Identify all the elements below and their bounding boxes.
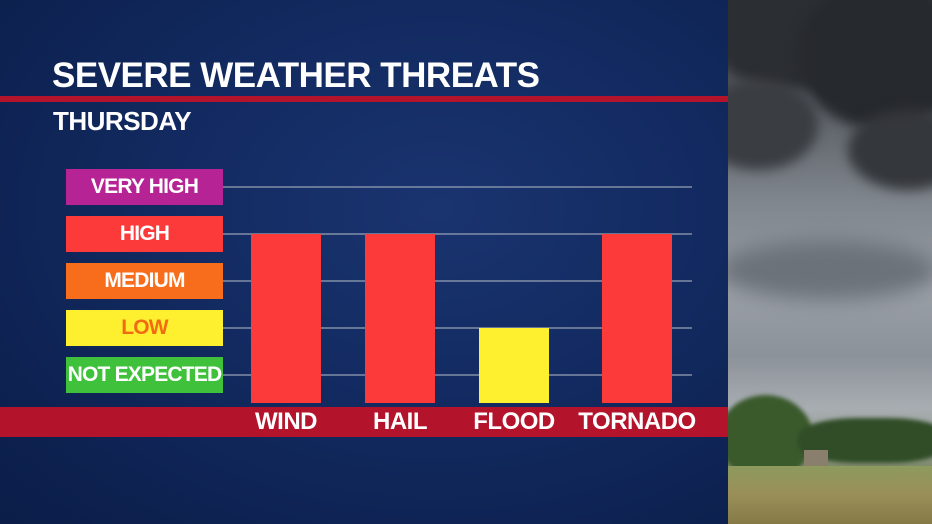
category-label-flood: FLOOD [473,408,555,435]
gridline [223,280,692,282]
gridline [223,327,692,329]
chart-title: SEVERE WEATHER THREATS [52,56,540,95]
title-divider [0,96,728,102]
legend-not-expected: NOT EXPECTED [66,357,223,393]
bar-wind [251,234,321,403]
category-band [0,407,728,437]
bar-tornado [602,234,672,403]
gridline [223,374,692,376]
storm-sky-photo [728,0,932,524]
gridline [223,233,692,235]
graphic-panel: SEVERE WEATHER THREATS THURSDAY NOT EXPE… [0,0,728,524]
category-label-hail: HAIL [373,408,428,435]
category-label-wind: WIND [255,408,317,435]
bar-hail [365,234,435,403]
legend-medium: MEDIUM [66,263,223,299]
legend-high: HIGH [66,216,223,252]
bar-flood [479,328,549,403]
category-label-tornado: TORNADO [578,408,696,435]
legend-low: LOW [66,310,223,346]
chart-subtitle: THURSDAY [53,106,192,136]
gridline [223,186,692,188]
legend-very-high: VERY HIGH [66,169,223,205]
